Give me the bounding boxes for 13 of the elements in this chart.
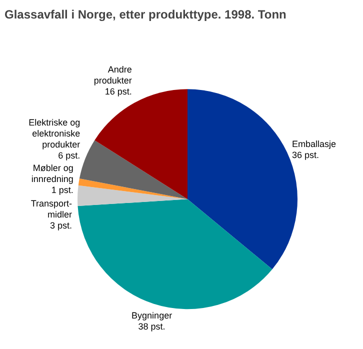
data-label: 38 pst. xyxy=(138,321,166,332)
slice-label: Bygninger xyxy=(132,310,172,320)
slice-label: Elektriske og elektroniske produkter xyxy=(28,117,80,150)
data-label: 1 pst. xyxy=(51,185,74,196)
data-label: 16 pst. xyxy=(104,86,132,97)
data-label: 6 pst. xyxy=(58,150,80,160)
slice-label: Andre produkter xyxy=(94,64,132,86)
chart-title: Glassavfall i Norge, etter produkttype. 1998. Tonn xyxy=(4,8,286,22)
data-label: 36 pst. xyxy=(292,150,320,160)
slice-label: Transport- midler xyxy=(30,198,72,220)
slice-label: Emballasje xyxy=(292,138,336,149)
data-label: 3 pst. xyxy=(50,220,72,230)
slice-label: Møbler og innredning xyxy=(31,163,74,184)
